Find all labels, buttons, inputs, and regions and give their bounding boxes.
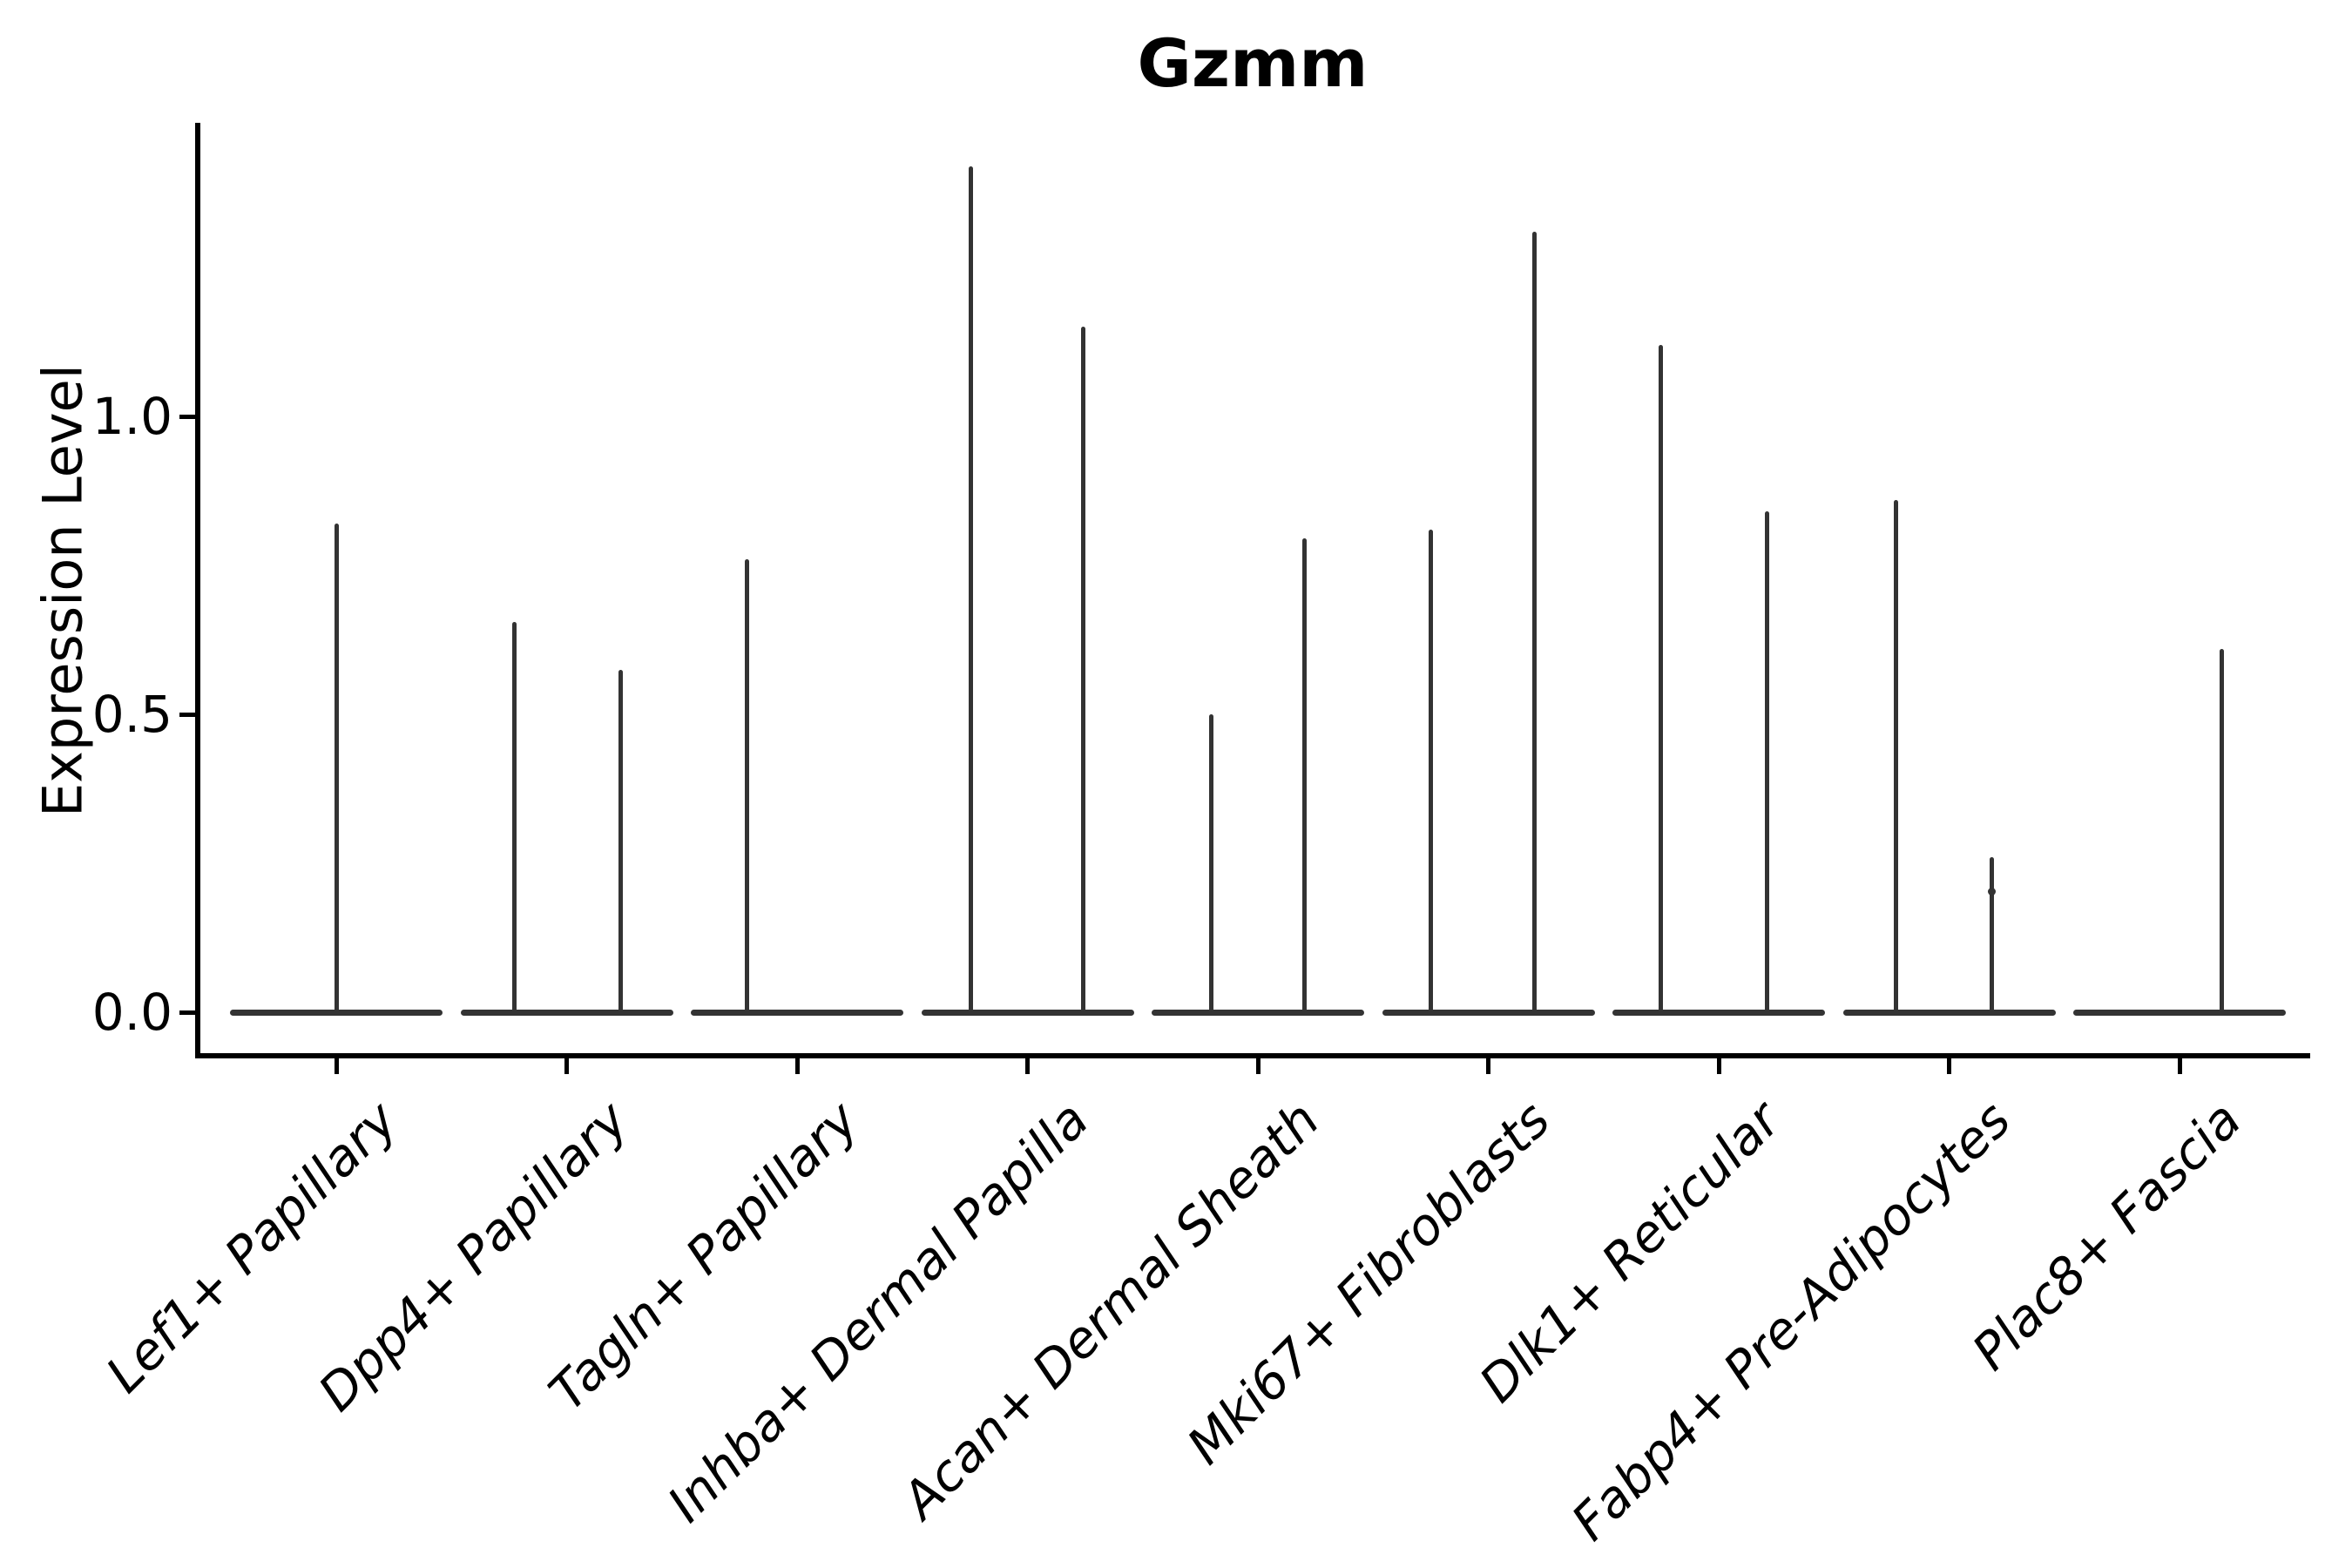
violin-knob (1988, 888, 1996, 896)
violin-spike (1208, 714, 1213, 1014)
violin-spike (969, 166, 973, 1014)
violin-spike (1990, 857, 1994, 1014)
x-tick-mark (564, 1058, 569, 1074)
violin-baseline (460, 1009, 673, 1016)
chart-title: Gzmm (1137, 24, 1369, 102)
x-tick-label: Fabp4+ Pre-Adipocytes (1559, 1090, 2022, 1552)
y-axis-spine (195, 123, 200, 1058)
x-tick-mark (1486, 1058, 1490, 1074)
x-tick-label: Acan+ Dermal Sheath (890, 1090, 1331, 1531)
x-tick-mark (1025, 1058, 1030, 1074)
violin-baseline (1152, 1009, 1364, 1016)
y-tick-label: 0.5 (91, 685, 172, 744)
violin-spike (334, 524, 339, 1014)
violin-baseline (691, 1009, 903, 1016)
x-tick-label: Inhba+ Dermal Papilla (656, 1090, 1100, 1534)
violin-baseline (1382, 1009, 1595, 1016)
y-tick-label: 0.0 (91, 983, 172, 1042)
x-tick-mark (794, 1058, 800, 1074)
violin-spike (1301, 538, 1307, 1014)
violin-spike (1658, 344, 1663, 1014)
x-tick-mark (1947, 1058, 1951, 1074)
x-tick-mark (2177, 1058, 2182, 1074)
violin-spike (1429, 529, 1433, 1014)
y-tick-label: 1.0 (91, 387, 172, 446)
violin-spike (1894, 499, 1898, 1014)
x-axis-spine (195, 1053, 2310, 1058)
x-tick-mark (334, 1058, 339, 1074)
violin-spike (1081, 327, 1085, 1014)
y-tick-mark (179, 414, 195, 419)
violin-baseline (1842, 1009, 2056, 1016)
violin-baseline (2073, 1009, 2286, 1016)
violin-spike (512, 621, 517, 1014)
violin-baseline (1612, 1009, 1825, 1016)
violin-spike (744, 559, 749, 1014)
violin-baseline (921, 1009, 1134, 1016)
y-tick-mark (179, 1010, 195, 1015)
violin-spike (1764, 511, 1769, 1014)
y-tick-mark (179, 712, 195, 717)
violin-spike (1532, 231, 1537, 1014)
x-tick-mark (1716, 1058, 1721, 1074)
x-tick-mark (1255, 1058, 1260, 1074)
violin-spike (2219, 648, 2224, 1014)
violin-spike (618, 669, 623, 1014)
